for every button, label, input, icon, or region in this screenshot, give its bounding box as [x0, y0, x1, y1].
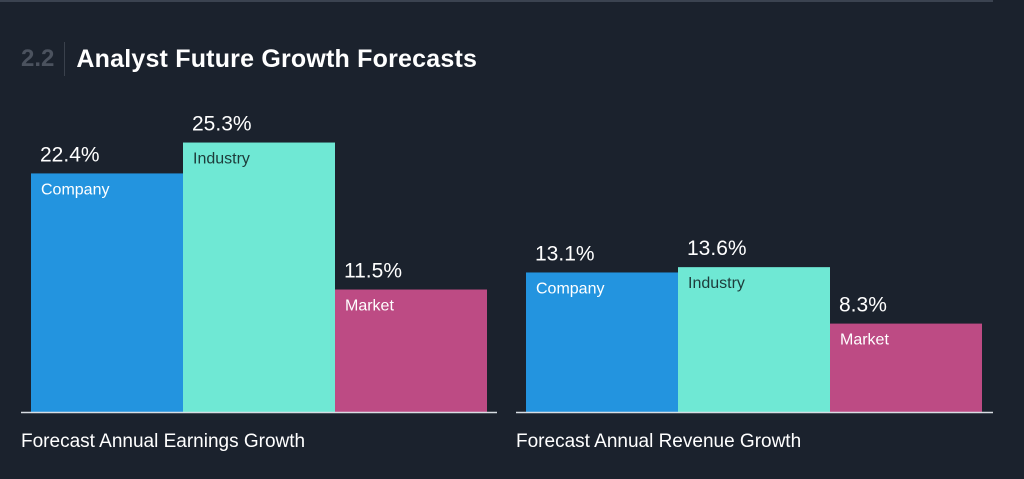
- chart-title: Forecast Annual Revenue Growth: [516, 431, 801, 452]
- chart-1: 22.4% Company 25.3% Industry 11.5% Market Fore…: [21, 113, 497, 452]
- section-number: 2.2: [21, 42, 66, 76]
- chart-title: Forecast Annual Earnings Growth: [21, 431, 305, 452]
- bar-market: [830, 323, 982, 412]
- value-label-industry: 13.6%: [687, 237, 747, 260]
- bar-company: [526, 272, 678, 412]
- top-divider: [0, 0, 993, 2]
- value-label-market: 8.3%: [839, 294, 887, 317]
- value-label-company: 22.4%: [40, 143, 100, 166]
- category-label-market: Market: [840, 332, 889, 349]
- bar-industry: [183, 142, 335, 413]
- bar-industry: [678, 267, 830, 412]
- category-label-company: Company: [41, 181, 109, 198]
- value-label-market: 11.5%: [344, 260, 402, 283]
- category-label-industry: Industry: [688, 275, 745, 292]
- bar-company: [31, 173, 183, 412]
- category-label-company: Company: [536, 280, 604, 297]
- category-label-industry: Industry: [193, 151, 250, 168]
- section-header: 2.2 Analyst Future Growth Forecasts: [21, 42, 477, 76]
- value-label-company: 13.1%: [535, 242, 595, 265]
- chart-2: 13.1% Company 13.6% Industry 8.3% Market Forec…: [516, 237, 993, 452]
- value-label-industry: 25.3%: [192, 113, 252, 136]
- category-label-market: Market: [345, 298, 394, 315]
- section-title: Analyst Future Growth Forecasts: [76, 45, 478, 73]
- bar-market: [335, 289, 487, 412]
